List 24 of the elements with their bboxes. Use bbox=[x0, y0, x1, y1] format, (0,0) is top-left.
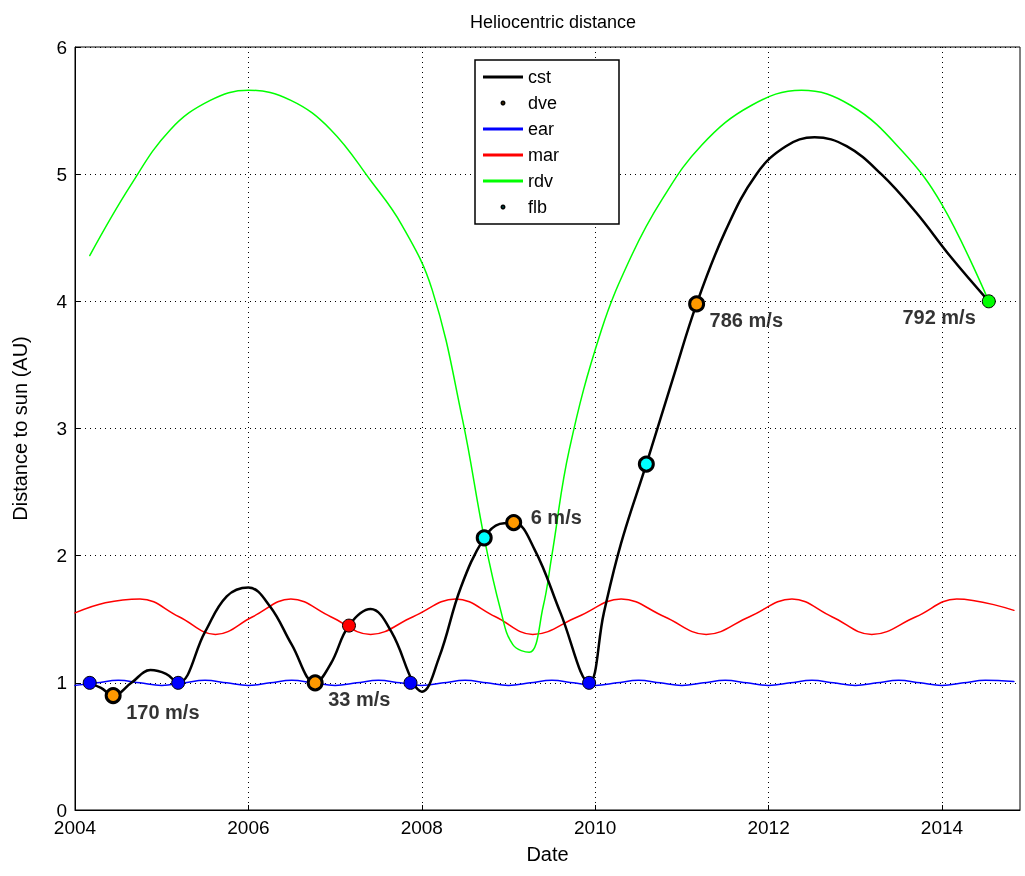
legend-label: flb bbox=[528, 197, 548, 217]
annotation: 792 m/s bbox=[902, 306, 976, 329]
y-tick-label: 5 bbox=[56, 163, 67, 185]
y-tick-label: 6 bbox=[56, 36, 67, 58]
annotation: 170 m/s bbox=[126, 700, 200, 723]
y-tick-label: 3 bbox=[56, 418, 67, 439]
annotation: 786 m/s bbox=[709, 308, 784, 331]
legend-label: rdv bbox=[528, 171, 554, 191]
y-tick-label: 2 bbox=[56, 545, 67, 567]
x-tick-label: 2014 bbox=[920, 817, 964, 838]
annotation: 33 m/s bbox=[328, 687, 391, 710]
x-tick-label: 2010 bbox=[574, 817, 617, 838]
y-tick-label: 1 bbox=[56, 672, 67, 694]
x-tick-label: 2006 bbox=[227, 817, 270, 838]
legend-label: cst bbox=[528, 67, 552, 87]
chart-title: Heliocentric distance bbox=[469, 12, 637, 32]
legend-label: ear bbox=[528, 119, 555, 139]
y-axis-title: Distance to sun (AU) bbox=[9, 336, 31, 521]
y-tick-label: 4 bbox=[56, 290, 68, 312]
legend-label: dve bbox=[528, 93, 558, 113]
legend-label: mar bbox=[528, 145, 559, 165]
x-tick-label: 2012 bbox=[747, 817, 790, 838]
x-tick-label: 2008 bbox=[400, 817, 443, 838]
x-axis-title: Date bbox=[526, 843, 569, 865]
